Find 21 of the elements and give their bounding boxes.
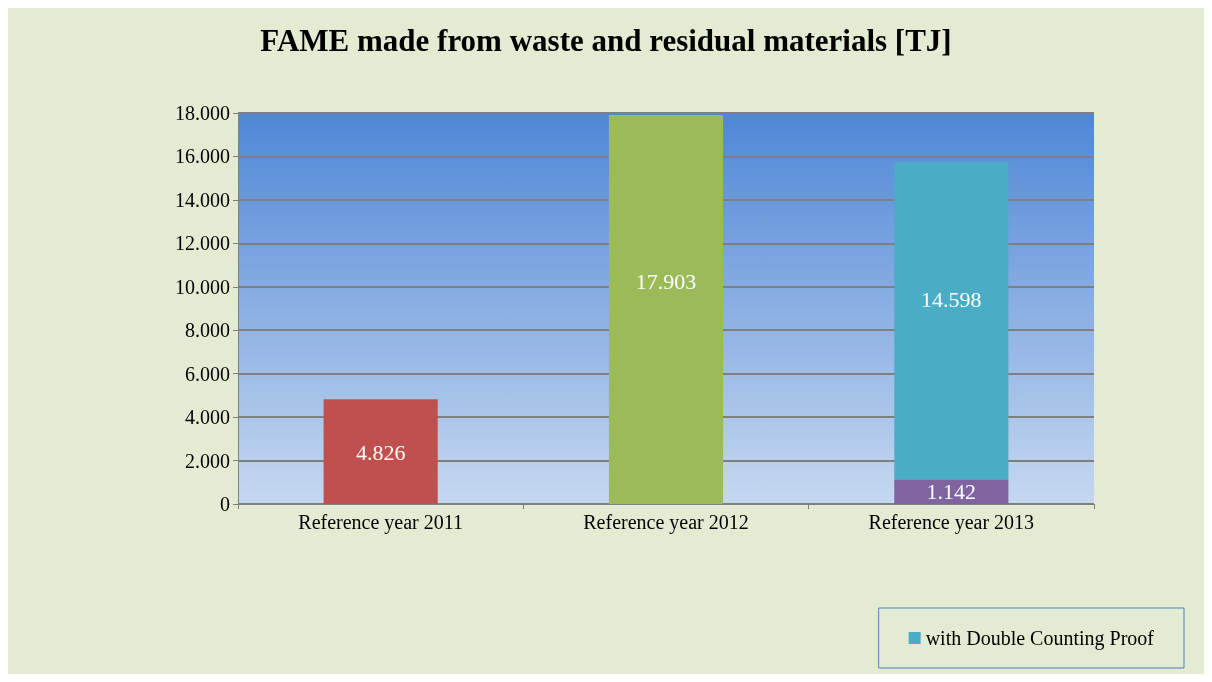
y-tick-label: 10.000 [175, 275, 230, 298]
data-label: 4.826 [355, 439, 406, 465]
y-tick-label: 12.000 [175, 232, 230, 255]
y-tick-label: 0 [220, 493, 230, 515]
bar [608, 115, 724, 504]
data-label: 14.598 [921, 287, 982, 313]
data-label: 17.903 [635, 269, 697, 295]
x-tick-label: Reference year 2012 [583, 511, 749, 534]
y-tick-label: 16.000 [175, 145, 230, 168]
y-tick-label: 18.000 [175, 102, 230, 124]
chart-title: FAME made from waste and residual materials [TJ] [260, 23, 952, 58]
bar [323, 399, 438, 504]
y-tick-label: 6.000 [185, 362, 230, 385]
legend-label: with Double Counting Proof [925, 627, 1155, 650]
x-tick-label: Reference year 2011 [298, 511, 464, 534]
y-tick-label: 2.000 [185, 449, 230, 472]
data-label: 1.142 [926, 479, 977, 505]
x-tick-label: Reference year 2013 [868, 511, 1035, 534]
y-tick-label: 4.000 [185, 406, 230, 429]
y-tick-label: 14.000 [175, 188, 230, 211]
y-tick-label: 8.000 [185, 319, 230, 342]
